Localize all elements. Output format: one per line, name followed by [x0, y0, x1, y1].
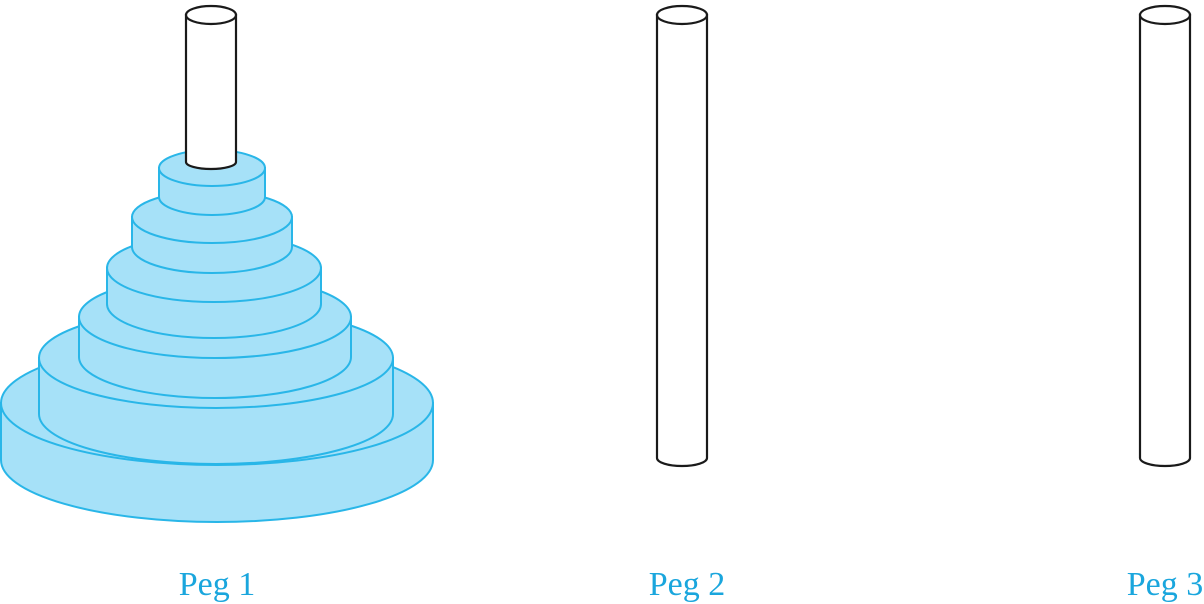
peg-2-group: Peg 2 [649, 4, 726, 603]
peg-1-label: Peg 1 [179, 566, 256, 603]
peg-1-group: Peg 1 [0, 4, 434, 603]
disk-stack [0, 149, 434, 523]
peg-3-group: Peg 3 [1127, 4, 1204, 603]
peg-2-label: Peg 2 [649, 566, 726, 603]
peg-3-label: Peg 3 [1127, 566, 1204, 603]
peg-1-rod-exposed [184, 4, 238, 171]
peg-3-rod [1138, 4, 1192, 468]
peg-2-rod [655, 4, 709, 468]
